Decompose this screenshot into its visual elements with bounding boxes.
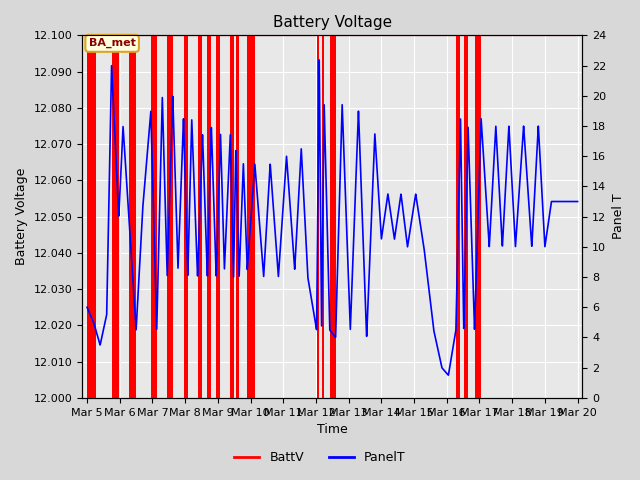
Bar [330,36,335,398]
Bar [456,36,461,398]
Y-axis label: Battery Voltage: Battery Voltage [15,168,28,265]
Bar [247,36,255,398]
Bar [129,36,136,398]
Bar [317,36,319,398]
Bar [216,36,220,398]
Bar [151,36,157,398]
Bar [236,36,239,398]
Bar [230,36,234,398]
Title: Battery Voltage: Battery Voltage [273,15,392,30]
Bar [184,36,188,398]
Bar [321,36,324,398]
Bar [475,36,481,398]
Bar [111,36,119,398]
Bar [198,36,202,398]
Bar [464,36,468,398]
Bar [167,36,173,398]
Bar [207,36,211,398]
Legend: BattV, PanelT: BattV, PanelT [229,446,411,469]
Y-axis label: Panel T: Panel T [612,194,625,240]
Text: BA_met: BA_met [89,38,136,48]
X-axis label: Time: Time [317,423,348,436]
Bar [87,36,96,398]
